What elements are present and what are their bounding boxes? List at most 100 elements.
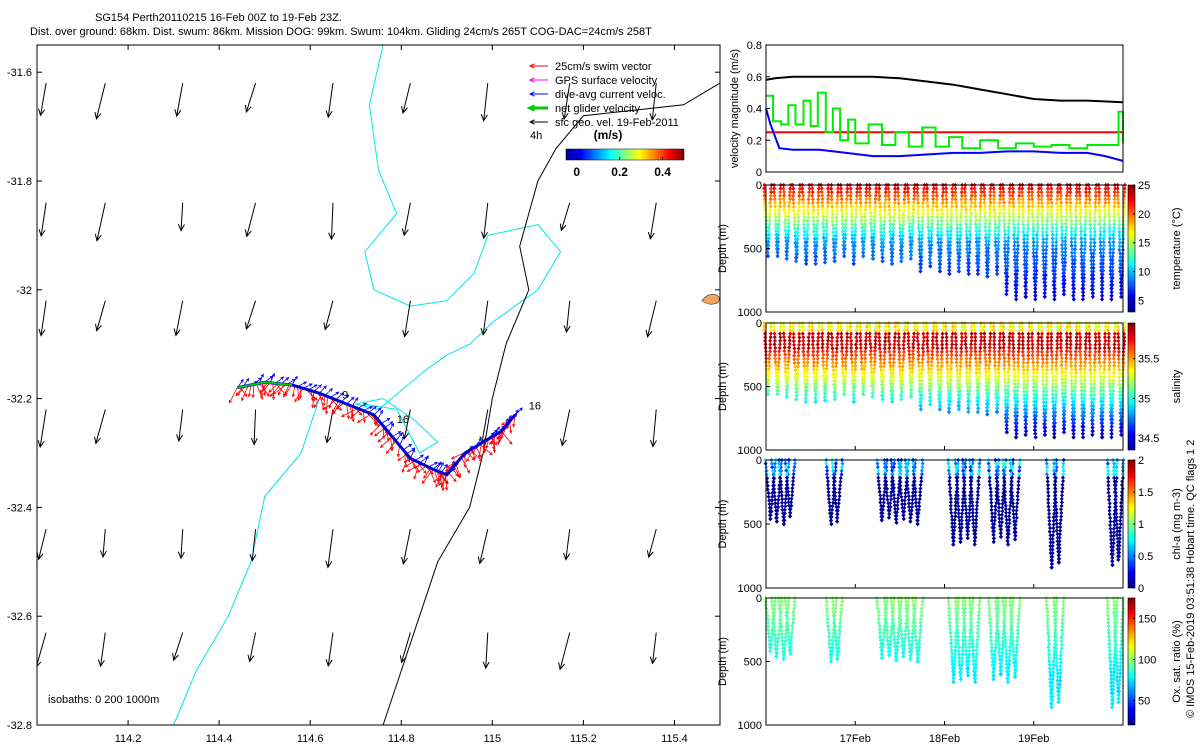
profile-point bbox=[1012, 381, 1017, 386]
profile-point bbox=[874, 189, 879, 195]
profile-point bbox=[824, 221, 829, 226]
profile-point bbox=[1068, 342, 1073, 347]
profile-point bbox=[897, 219, 902, 224]
profile-point bbox=[887, 349, 892, 354]
profile-point bbox=[1007, 196, 1012, 202]
swim-vector-head bbox=[362, 419, 367, 424]
profile-point bbox=[839, 342, 844, 347]
profile-point bbox=[833, 367, 838, 373]
profile-point bbox=[784, 390, 789, 396]
profile-point bbox=[815, 218, 820, 223]
profile-point bbox=[881, 240, 886, 246]
profile-point bbox=[839, 331, 844, 336]
profile-point bbox=[1110, 420, 1115, 426]
profile-point bbox=[815, 342, 820, 347]
geo-vector-head bbox=[399, 655, 407, 664]
profile-point bbox=[1106, 327, 1111, 333]
profile-point bbox=[806, 353, 811, 358]
profile-point bbox=[1120, 254, 1125, 260]
profile-point bbox=[915, 331, 920, 336]
profile-point bbox=[1079, 225, 1084, 231]
swim-vector-head bbox=[251, 394, 255, 399]
profile-point bbox=[815, 236, 820, 241]
profile-point bbox=[1040, 222, 1045, 227]
profile-point bbox=[835, 335, 840, 340]
profile-point bbox=[838, 483, 843, 488]
profile-point bbox=[1014, 293, 1019, 298]
profile-point bbox=[1054, 250, 1059, 256]
profile-point bbox=[1044, 247, 1049, 253]
swim-vector-head bbox=[440, 484, 444, 489]
profile-point bbox=[830, 219, 835, 224]
profile-point bbox=[977, 232, 982, 237]
profile-point bbox=[938, 381, 943, 387]
profile-point bbox=[834, 211, 839, 217]
profile-point bbox=[795, 240, 800, 246]
profile-point bbox=[843, 356, 848, 361]
swim-vector-head bbox=[401, 469, 405, 473]
geo-vector-head bbox=[646, 550, 654, 559]
profile-point bbox=[800, 327, 805, 333]
geo-vector-head bbox=[249, 553, 257, 562]
swim-vector-head bbox=[271, 396, 276, 401]
profile-point bbox=[1001, 352, 1006, 357]
profile-point bbox=[839, 468, 844, 474]
velocity-series-line bbox=[765, 75, 1124, 104]
profile-point bbox=[1117, 378, 1122, 383]
profile-point bbox=[1058, 203, 1063, 209]
profile-point bbox=[829, 190, 834, 195]
profile-point bbox=[1091, 262, 1096, 267]
profile-point bbox=[1100, 264, 1105, 270]
profile-point bbox=[1050, 363, 1055, 369]
profile-point bbox=[1006, 239, 1011, 244]
profile-point bbox=[939, 229, 944, 234]
profile-point bbox=[830, 357, 835, 362]
profile-point bbox=[863, 359, 868, 365]
profile-point bbox=[826, 486, 831, 491]
profile-point bbox=[1082, 229, 1087, 234]
profile-point bbox=[1043, 280, 1048, 285]
swim-vector-head bbox=[497, 436, 501, 440]
profile-point bbox=[901, 353, 906, 358]
profile-point bbox=[1039, 193, 1044, 199]
swim-vector bbox=[229, 387, 238, 403]
profile-point bbox=[1077, 197, 1082, 202]
current-vector-head bbox=[425, 455, 429, 459]
profile-point bbox=[850, 378, 855, 383]
profile-colorbar-tick-label: 20 bbox=[1138, 209, 1150, 221]
current-vector-head bbox=[496, 426, 500, 431]
profile-point bbox=[864, 186, 869, 191]
profile-point bbox=[1107, 345, 1112, 351]
profile-point bbox=[949, 214, 954, 220]
profile-point bbox=[853, 378, 858, 383]
profile-point bbox=[1016, 356, 1021, 361]
profile-point bbox=[796, 360, 801, 366]
profile-point bbox=[806, 349, 811, 354]
profile-point bbox=[860, 370, 865, 375]
geo-vector bbox=[251, 529, 257, 561]
profile-point bbox=[1015, 264, 1020, 270]
profile-point bbox=[1083, 243, 1088, 248]
profile-point bbox=[1031, 225, 1036, 231]
profile-point bbox=[860, 225, 865, 230]
profile-point bbox=[778, 186, 783, 191]
profile-point bbox=[1060, 249, 1065, 255]
profile-point bbox=[1082, 388, 1087, 394]
profile-point bbox=[1011, 363, 1016, 369]
profile-point bbox=[811, 363, 816, 369]
profile-point bbox=[1050, 247, 1055, 252]
profile-point bbox=[993, 359, 998, 365]
profile-point bbox=[1072, 257, 1077, 263]
profile-point bbox=[785, 394, 790, 399]
profile-point bbox=[1087, 215, 1092, 220]
profile-point bbox=[905, 327, 910, 333]
profile-point bbox=[1101, 257, 1106, 263]
profile-point bbox=[1063, 373, 1068, 379]
profile-point bbox=[983, 355, 988, 361]
profile-point bbox=[892, 342, 897, 347]
profile-point bbox=[1039, 324, 1044, 329]
profile-point bbox=[1060, 246, 1065, 251]
profile-point bbox=[985, 270, 990, 276]
profile-point bbox=[939, 225, 944, 231]
profile-point bbox=[772, 338, 777, 343]
